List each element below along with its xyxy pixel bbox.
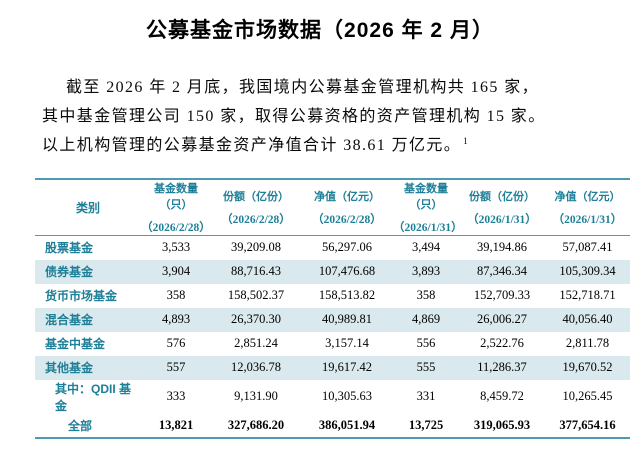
value-cell: 358 (166, 288, 186, 302)
header-col-date: （2026/1/31） (393, 222, 463, 234)
value-cell: 10,265.45 (562, 389, 613, 403)
value-cell: 39,209.08 (231, 240, 281, 255)
category-cell: 混合基金 (45, 313, 94, 327)
intro-line-3-text: 以上机构管理的公募基金资产净值合计 38.61 万亿元。 (42, 137, 462, 154)
value-cell: 3,157.14 (325, 336, 369, 350)
table-row: 股票基金 3,533 39,209.08 56,297.06 3,494 39,194.8… (35, 236, 630, 260)
header-col-fund-count-feb: 基金数量（只） （2026/2/28） (141, 179, 211, 236)
value-cell: 2,811.78 (565, 336, 610, 350)
header-col-label: 份额（亿份） (469, 191, 535, 203)
table-row: 其他基金 557 12,036.78 19,617.42 555 11,286.37 19,… (35, 355, 630, 380)
header-col-date: （2026/2/28） (312, 214, 382, 226)
category-cell: 其他基金 (45, 361, 94, 375)
value-cell: 26,006.27 (477, 312, 527, 326)
value-cell: 19,670.52 (562, 360, 613, 374)
value-cell: 556 (416, 336, 436, 350)
category-cell: 全部 (68, 418, 93, 433)
footnote-marker: 1 (463, 136, 470, 146)
value-cell: 386,051.94 (318, 417, 376, 432)
value-cell: 40,056.40 (562, 312, 613, 326)
value-cell: 8,459.72 (480, 389, 524, 403)
value-cell: 9,131.90 (234, 389, 278, 403)
value-cell: 358 (416, 288, 436, 302)
value-cell: 2,851.24 (234, 336, 278, 350)
value-cell: 576 (166, 336, 186, 350)
value-cell: 87,346.34 (477, 264, 527, 278)
value-cell: 3,533 (161, 240, 191, 255)
table-row: 混合基金 4,893 26,370.30 40,989.81 4,869 26,006.2… (35, 307, 630, 332)
table-row: 货币市场基金 358 158,502.37 158,513.82 358 152,709.… (35, 284, 630, 308)
category-cell: 其中：QDII 基金 (55, 381, 132, 413)
value-cell: 13,821 (158, 417, 194, 432)
header-col-label: 份额（亿份） (223, 191, 289, 203)
header-col-date: （2026/2/28） (221, 214, 291, 226)
value-cell: 4,893 (161, 312, 191, 326)
value-cell: 39,194.86 (477, 240, 527, 255)
table-row: 债券基金 3,904 88,716.43 107,476.68 3,893 87,346.… (35, 259, 630, 284)
header-category: 类别 (75, 201, 100, 215)
value-cell: 158,502.37 (227, 288, 285, 302)
header-col-date: （2026/1/31） (467, 214, 537, 226)
value-cell: 557 (166, 360, 186, 374)
value-cell: 3,494 (411, 240, 441, 255)
table-header-row: 类别 基金数量（只） （2026/2/28） 份额（亿份） （2026/2/28… (35, 179, 630, 236)
intro-line-1: 截至 2026 年 2 月底，我国境内公募基金管理机构共 165 家， (66, 79, 540, 96)
value-cell: 57,087.41 (562, 240, 613, 255)
value-cell: 3,893 (411, 264, 441, 278)
table-row: 全部 13,821 327,686.20 386,051.94 13,725 319,06… (35, 414, 630, 438)
header-col-date: （2026/1/31） (552, 214, 623, 226)
value-cell: 105,309.34 (559, 264, 616, 278)
header-col-label: 净值（亿元） (314, 191, 380, 203)
category-cell: 股票基金 (45, 241, 94, 256)
header-col-date: （2026/2/28） (141, 222, 211, 234)
value-cell: 12,036.78 (231, 360, 281, 374)
table-row: 基金中基金 576 2,851.24 3,157.14 556 2,522.76 2,811… (35, 332, 630, 356)
document-page: 公募基金市场数据（2026 年 2 月） 截至 2026 年 2 月底，我国境内… (0, 14, 640, 450)
value-cell: 19,617.42 (322, 360, 372, 374)
category-cell: 基金中基金 (45, 337, 106, 351)
value-cell: 555 (416, 360, 436, 374)
value-cell: 331 (416, 389, 436, 403)
table-header: 类别 基金数量（只） （2026/2/28） 份额（亿份） （2026/2/28… (35, 179, 630, 236)
value-cell: 158,513.82 (318, 288, 376, 302)
header-col-label: 基金数量（只） (404, 183, 448, 211)
intro-line-3: 以上机构管理的公募基金资产净值合计 38.61 万亿元。 1 (42, 131, 628, 162)
category-cell: 债券基金 (45, 265, 94, 279)
value-cell: 88,716.43 (231, 264, 281, 278)
value-cell: 40,989.81 (322, 312, 372, 326)
value-cell: 13,725 (408, 417, 444, 432)
value-cell: 327,686.20 (227, 417, 285, 432)
value-cell: 152,709.33 (473, 288, 531, 302)
header-col-nav-jan: 净值（亿元） （2026/1/31） (545, 179, 630, 236)
header-col-shares-feb: 份额（亿份） （2026/2/28） (211, 179, 301, 236)
value-cell: 333 (166, 389, 186, 403)
value-cell: 152,718.71 (559, 288, 616, 302)
header-col-nav-feb: 净值（亿元） （2026/2/28） (301, 179, 393, 236)
fund-data-table: 类别 基金数量（只） （2026/2/28） 份额（亿份） （2026/2/28… (35, 178, 630, 439)
value-cell: 377,654.16 (559, 417, 616, 432)
value-cell: 3,904 (161, 264, 191, 278)
value-cell: 2,522.76 (480, 336, 524, 350)
value-cell: 11,286.37 (477, 360, 527, 374)
category-cell: 货币市场基金 (45, 289, 118, 303)
table-body: 股票基金 3,533 39,209.08 56,297.06 3,494 39,194.8… (35, 236, 630, 438)
header-col-label: 净值（亿元） (554, 191, 621, 203)
value-cell: 26,370.30 (231, 312, 281, 326)
intro-line-2: 其中基金管理公司 150 家，取得公募资格的资产管理机构 15 家。 (42, 108, 546, 125)
header-col-shares-jan: 份额（亿份） （2026/1/31） (459, 179, 545, 236)
value-cell: 10,305.63 (322, 389, 372, 403)
value-cell: 4,869 (411, 312, 441, 326)
header-col-fund-count-jan: 基金数量（只） （2026/1/31） (393, 179, 463, 236)
table-row: 其中：QDII 基金 333 9,131.90 10,305.63 331 8,459.7… (35, 380, 630, 414)
intro-paragraph: 截至 2026 年 2 月底，我国境内公募基金管理机构共 165 家， 其中基金… (42, 73, 628, 162)
value-cell: 56,297.06 (322, 240, 372, 255)
header-col-label: 基金数量（只） (154, 183, 198, 211)
value-cell: 319,065.93 (473, 417, 531, 432)
value-cell: 107,476.68 (318, 264, 376, 278)
page-title: 公募基金市场数据（2026 年 2 月） (146, 19, 494, 42)
